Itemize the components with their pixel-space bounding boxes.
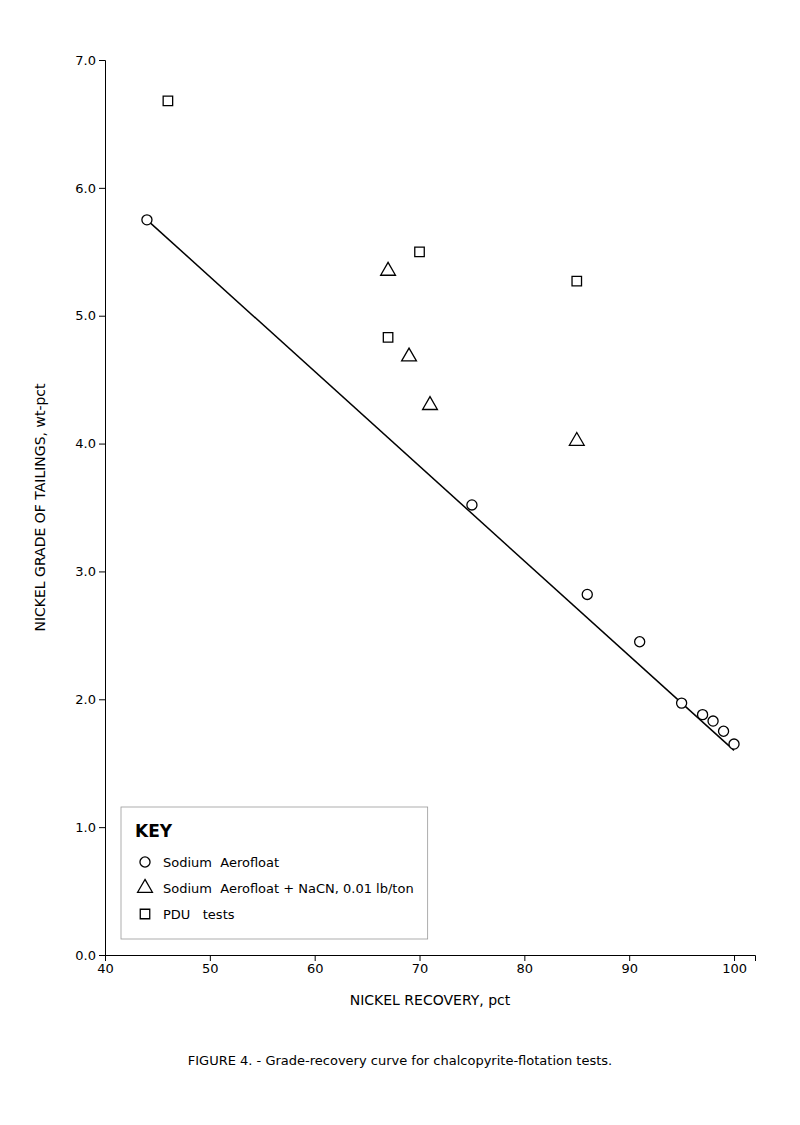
title: FIGURE 4. - Grade-recovery curve for cha… <box>188 1053 612 1068</box>
point <box>635 637 645 647</box>
tick-label: 40 <box>97 961 114 976</box>
tick-mark <box>99 60 105 61</box>
legend-label: PDU tests <box>163 907 235 922</box>
legend-item: PDU tests <box>140 907 234 922</box>
x-axis: 40 50 60 70 80 90 100 <box>97 955 755 976</box>
axis-line <box>99 61 106 956</box>
tick-mark <box>99 188 105 189</box>
tick-label: 6.0 <box>75 181 96 196</box>
tick: 5.0 <box>75 308 105 323</box>
tick-label: 90 <box>621 961 638 976</box>
tick-label: 2.0 <box>75 692 96 707</box>
legend-title: KEY <box>135 821 173 841</box>
point <box>708 716 718 726</box>
tick-mark <box>524 955 525 961</box>
legend-symbol <box>140 857 150 867</box>
chart: 40 50 60 70 80 90 100 0.0 1.0 2.0 3.0 4.0 5.0 6.0 7.0 K… <box>0 0 800 1125</box>
tick-label: 60 <box>307 961 324 976</box>
tick-label: 3.0 <box>75 564 96 579</box>
legend-label: Sodium Aerofloat <box>163 855 279 870</box>
tick-mark <box>210 955 211 961</box>
trend-line <box>147 220 734 751</box>
tick: 7.0 <box>75 53 105 68</box>
tick-mark <box>734 955 735 961</box>
point <box>569 432 584 445</box>
point <box>163 96 172 105</box>
point <box>381 262 396 275</box>
tick-label: 5.0 <box>75 308 96 323</box>
legend-item: Sodium Aerofloat + NaCN, 0.01 lb/ton <box>138 879 414 895</box>
point <box>698 710 708 720</box>
point <box>719 726 729 736</box>
tick-mark <box>315 955 316 961</box>
legend-label: Sodium Aerofloat + NaCN, 0.01 lb/ton <box>163 881 414 896</box>
tick: 1.0 <box>75 820 105 835</box>
tick: 40 <box>97 955 114 976</box>
tick-label: 0.0 <box>75 948 96 963</box>
data <box>142 96 739 750</box>
tick-label: 70 <box>412 961 429 976</box>
y-axis-title: NICKEL GRADE OF TAILINGS, wt-pct <box>32 383 48 632</box>
tick-mark <box>99 699 105 700</box>
tick-mark <box>99 316 105 317</box>
tick: 50 <box>202 955 219 976</box>
point <box>423 397 438 410</box>
legend-item: Sodium Aerofloat <box>140 855 279 870</box>
plot-area: 40 50 60 70 80 90 100 0.0 1.0 2.0 3.0 4.0 5.0 6.0 7.0 K… <box>75 53 755 977</box>
point <box>677 698 687 708</box>
tick: 0.0 <box>75 948 105 963</box>
legend-symbol <box>138 879 153 892</box>
point <box>383 333 392 342</box>
tick: 100 <box>722 955 747 976</box>
tick-mark <box>629 955 630 961</box>
tick: 70 <box>412 955 429 976</box>
tick-mark <box>99 955 105 956</box>
legend-box <box>121 807 428 939</box>
tick-label: 4.0 <box>75 436 96 451</box>
legend: KEY Sodium Aerofloat Sodium Aerofloat + Na… <box>121 807 428 939</box>
tick-mark <box>99 571 105 572</box>
point <box>582 589 592 599</box>
point <box>572 276 581 285</box>
tick: 2.0 <box>75 692 105 707</box>
point <box>467 500 477 510</box>
tick: 6.0 <box>75 181 105 196</box>
tick: 80 <box>517 955 534 976</box>
point <box>402 348 417 361</box>
tick-mark <box>99 444 105 445</box>
tick-label: 1.0 <box>75 820 96 835</box>
y-axis: 0.0 1.0 2.0 3.0 4.0 5.0 6.0 7.0 <box>75 53 105 963</box>
axis-line <box>106 956 756 962</box>
tick: 60 <box>307 955 324 976</box>
x-axis-title: NICKEL RECOVERY, pct <box>350 992 511 1008</box>
point <box>415 247 424 256</box>
tick: 4.0 <box>75 436 105 451</box>
tick-mark <box>420 955 421 961</box>
tick-label: 7.0 <box>75 53 96 68</box>
point <box>729 739 739 749</box>
legend-symbol <box>140 909 149 918</box>
tick-label: 100 <box>722 961 747 976</box>
tick-mark <box>99 827 105 828</box>
tick-label: 50 <box>202 961 219 976</box>
tick-label: 80 <box>517 961 534 976</box>
tick: 3.0 <box>75 564 105 579</box>
point <box>142 215 152 225</box>
tick: 90 <box>621 955 638 976</box>
